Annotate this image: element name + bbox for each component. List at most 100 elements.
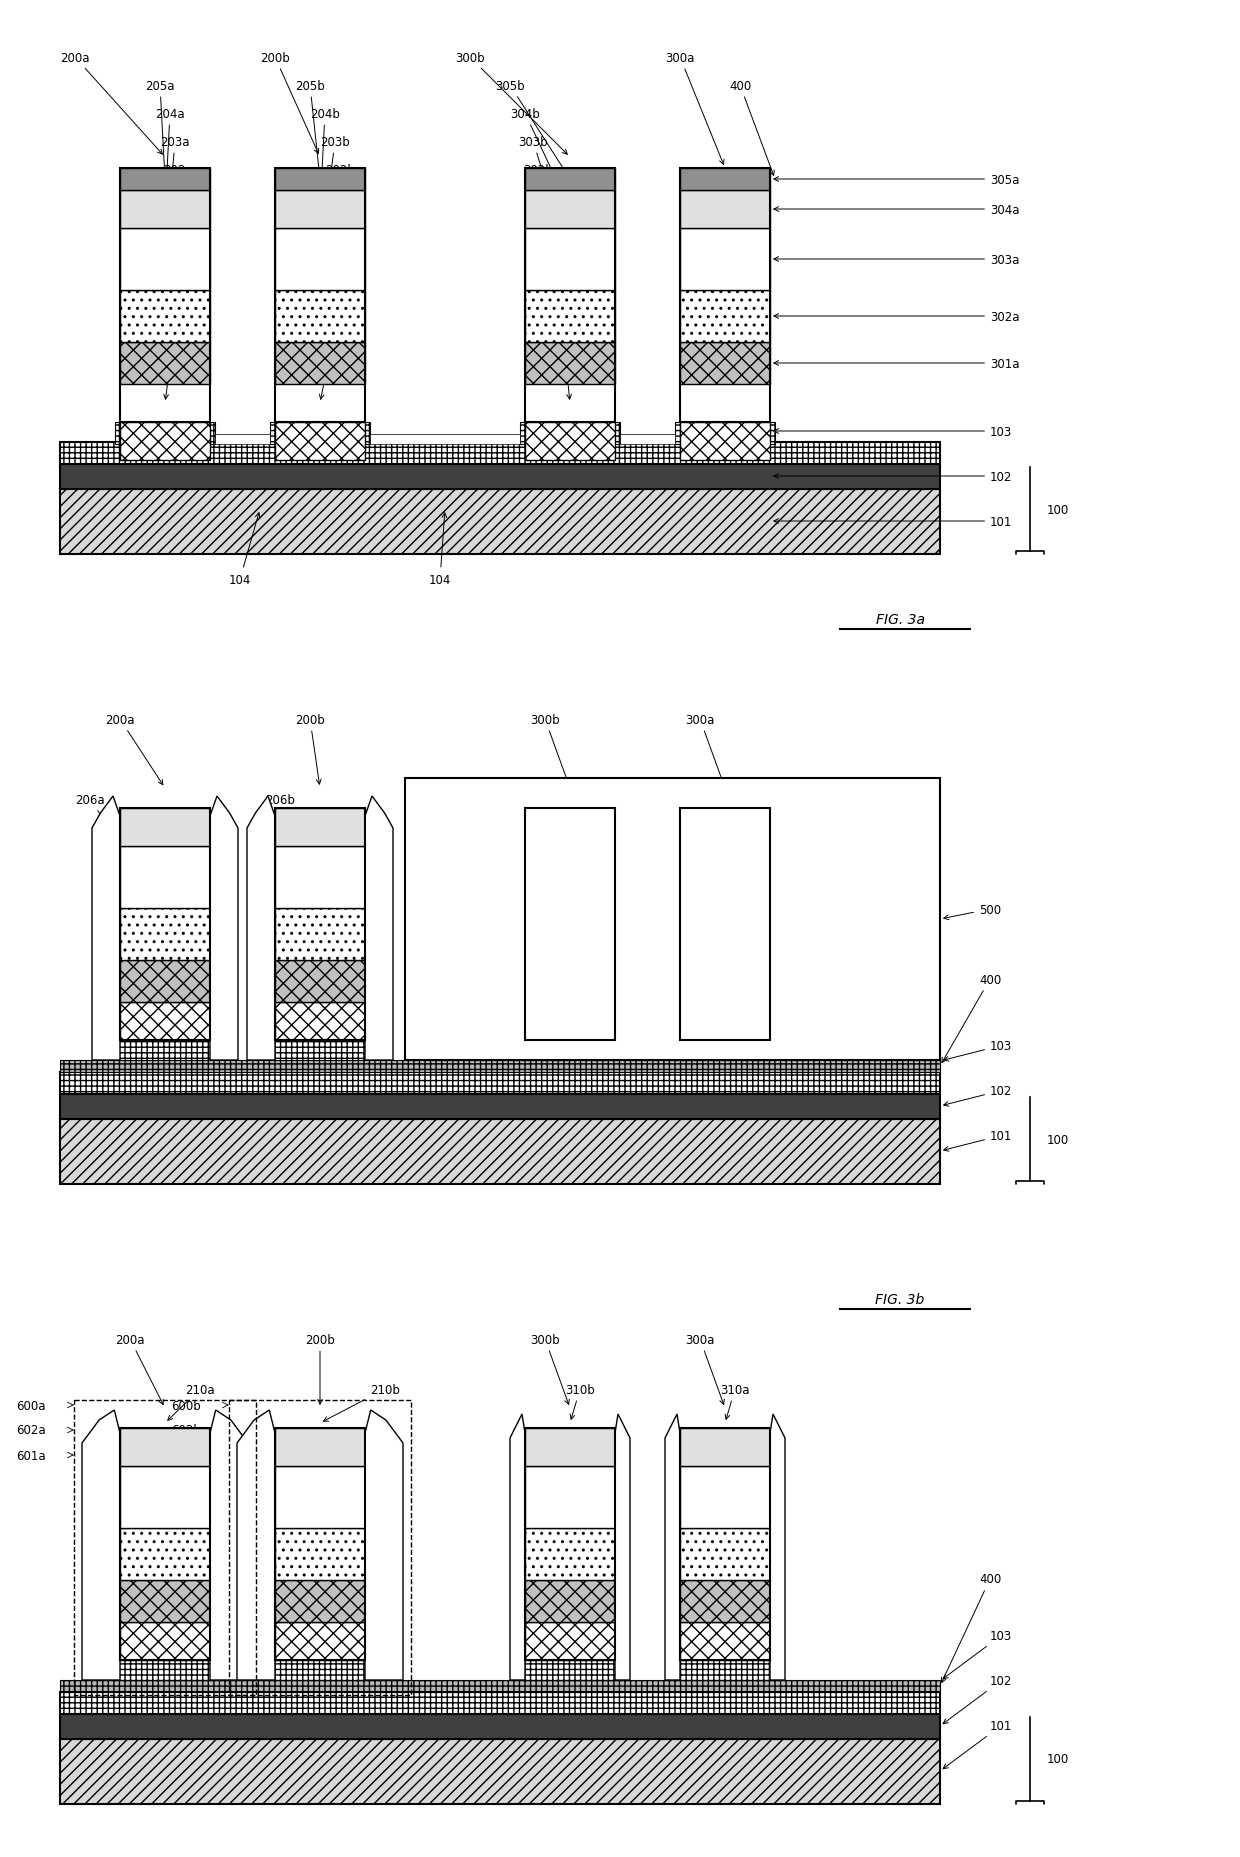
Text: 301a: 301a <box>774 357 1019 370</box>
Text: 204a: 204a <box>155 108 185 206</box>
Bar <box>74 1400 255 1695</box>
Bar <box>675 423 775 446</box>
Text: 300b: 300b <box>455 52 567 156</box>
Text: 101: 101 <box>774 514 1012 527</box>
Bar <box>680 423 770 461</box>
Text: 400: 400 <box>729 80 774 176</box>
Bar <box>275 1428 365 1660</box>
Bar <box>275 808 365 847</box>
Text: 204b: 204b <box>310 108 340 206</box>
Polygon shape <box>665 1415 680 1681</box>
Bar <box>680 191 770 228</box>
Bar <box>120 908 210 960</box>
Bar <box>60 490 940 555</box>
Text: 206a: 206a <box>76 793 105 821</box>
Text: 200a: 200a <box>61 52 162 154</box>
Text: 602b: 602b <box>171 1424 201 1437</box>
Text: 201b: 201b <box>319 191 363 360</box>
Text: 200a: 200a <box>105 713 162 786</box>
Bar <box>229 1400 410 1695</box>
Bar <box>680 808 770 847</box>
Text: 304b: 304b <box>510 108 568 206</box>
Bar <box>120 169 210 191</box>
Bar <box>680 1580 770 1623</box>
Text: 104: 104 <box>229 513 260 587</box>
Bar <box>120 808 210 847</box>
Polygon shape <box>770 1415 785 1681</box>
Bar <box>115 1040 215 1060</box>
Text: 301b: 301b <box>531 191 572 360</box>
Bar <box>275 1623 365 1660</box>
Bar <box>60 1060 940 1073</box>
Text: 102: 102 <box>944 1084 1012 1107</box>
Bar <box>60 442 940 464</box>
Bar <box>405 778 940 1060</box>
Bar <box>680 1003 770 1040</box>
Bar <box>680 292 770 344</box>
Bar <box>680 169 770 423</box>
Bar <box>60 1120 940 1185</box>
Text: 200a: 200a <box>115 1333 164 1404</box>
Bar <box>525 808 615 847</box>
Text: 103: 103 <box>774 425 1012 438</box>
Bar <box>270 1660 370 1681</box>
Polygon shape <box>82 1409 120 1681</box>
Bar <box>680 847 770 908</box>
Bar <box>215 435 270 446</box>
Bar <box>60 1692 940 1714</box>
Bar <box>120 191 210 228</box>
Bar <box>275 908 365 960</box>
Text: 602a: 602a <box>16 1424 46 1437</box>
Text: 206b: 206b <box>263 793 295 821</box>
Text: 203a: 203a <box>160 136 190 256</box>
Text: 102: 102 <box>944 1675 1012 1723</box>
Text: 103: 103 <box>944 1040 1012 1062</box>
Text: 300a: 300a <box>686 1333 724 1404</box>
Polygon shape <box>92 797 120 1060</box>
Bar <box>680 1623 770 1660</box>
Polygon shape <box>365 797 393 1060</box>
Bar <box>275 1580 365 1623</box>
Bar <box>60 1681 940 1692</box>
Text: 102: 102 <box>774 470 1012 483</box>
Bar <box>60 1714 940 1738</box>
Bar <box>525 1580 615 1623</box>
Text: 601a: 601a <box>171 1448 201 1461</box>
Bar <box>275 423 365 461</box>
Bar <box>620 435 675 446</box>
Bar <box>120 292 210 344</box>
Polygon shape <box>237 1409 275 1681</box>
Text: 600b: 600b <box>171 1398 201 1411</box>
Text: 500: 500 <box>944 903 1001 919</box>
Text: 200b: 200b <box>305 1333 335 1404</box>
Bar <box>275 808 365 1040</box>
Text: 201a: 201a <box>164 191 198 360</box>
Bar <box>525 908 615 960</box>
Bar <box>60 1073 940 1094</box>
Bar <box>525 191 615 228</box>
Text: 310b: 310b <box>565 1383 595 1419</box>
Text: 205a: 205a <box>145 80 175 176</box>
Bar <box>680 344 770 384</box>
Bar <box>120 1003 210 1040</box>
Bar <box>120 228 210 292</box>
Bar <box>525 808 615 1040</box>
Bar <box>525 1428 615 1660</box>
Bar <box>275 1467 365 1528</box>
Bar <box>520 1660 620 1681</box>
Text: 300a: 300a <box>686 713 724 786</box>
Bar <box>680 808 770 1040</box>
Polygon shape <box>510 1415 525 1681</box>
Bar <box>275 191 365 228</box>
Bar <box>680 228 770 292</box>
Polygon shape <box>615 1415 630 1681</box>
Bar <box>275 960 365 1003</box>
Bar <box>275 847 365 908</box>
Bar <box>520 1040 620 1060</box>
Bar <box>525 423 615 461</box>
Text: 101: 101 <box>944 1129 1012 1151</box>
Bar <box>525 292 615 344</box>
Bar <box>680 1467 770 1528</box>
Bar <box>525 1428 615 1467</box>
Text: 103: 103 <box>320 219 366 399</box>
